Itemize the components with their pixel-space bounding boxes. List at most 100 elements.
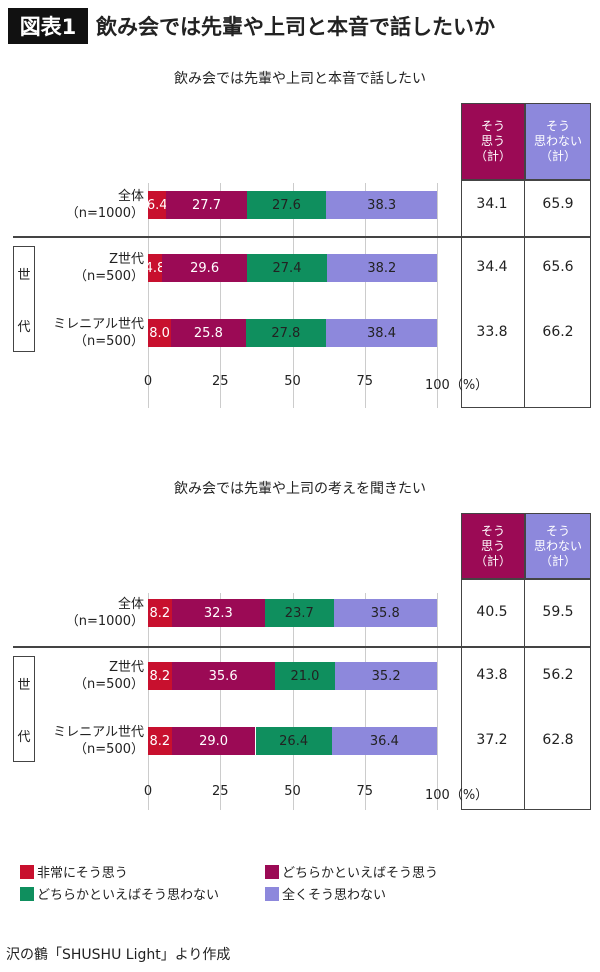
row-label-line: ミレニアル世代	[53, 317, 144, 332]
x-tick-label: 75	[356, 374, 374, 389]
chart-title: 飲み会では先輩や上司の考えを聞きたい	[174, 481, 426, 497]
row-label-line: 全体	[117, 189, 144, 204]
figure-title: 飲み会では先輩や上司と本音で話したいか	[96, 15, 495, 39]
bar-segment: 8.0	[148, 319, 172, 347]
group-label-generation: 世代	[13, 246, 35, 352]
agree-total-value: 34.1	[476, 196, 508, 212]
x-tick-label: 75	[356, 784, 374, 799]
bar-segment: 6.4	[147, 191, 168, 219]
gridline	[148, 593, 149, 810]
legend-label: どちらかといえばそう思う	[282, 866, 439, 881]
bar-segment: 27.4	[247, 254, 327, 282]
x-tick-label: 25	[211, 784, 229, 799]
row-label-line: （n=500）	[74, 334, 144, 349]
bar-segment: 38.4	[326, 319, 437, 347]
disagree-total-value: 66.2	[542, 324, 574, 340]
header-disagree-total: そう 思わない （計）	[525, 103, 591, 180]
x-tick-label: 0	[143, 374, 153, 389]
header-line: （計）	[539, 553, 576, 568]
x-tick-label: 50	[284, 784, 301, 799]
group-label-generation: 世代	[13, 656, 35, 762]
row-label-line: （n=500）	[74, 269, 144, 284]
source-note: 沢の鶴「SHUSHU Light」より作成	[6, 947, 231, 963]
header-agree-total: そう 思う （計）	[461, 513, 525, 579]
gridline	[220, 593, 222, 810]
bar-segment: 35.8	[333, 599, 437, 627]
x-tick-label: 0	[143, 784, 153, 799]
group-separator	[13, 646, 591, 648]
row-label: ミレニアル世代 （n=500）	[4, 724, 144, 758]
row-label-line: 全体	[117, 597, 144, 612]
agree-total-value: 40.5	[476, 604, 508, 620]
table-col-disagree	[524, 180, 591, 408]
bar-segment: 36.4	[331, 727, 437, 755]
header-line: （計）	[539, 149, 576, 163]
header-agree-total: そう 思う （計）	[461, 103, 525, 180]
disagree-total-value: 59.5	[542, 604, 574, 620]
gridline	[437, 183, 438, 408]
row-label-line: （n=1000）	[65, 614, 144, 629]
disagree-total-value: 65.9	[542, 196, 574, 212]
bar-segment: 8.2	[148, 727, 172, 755]
legend-swatch	[265, 886, 279, 901]
header-line: そう	[545, 523, 570, 538]
legend-label: 全くそう思わない	[282, 888, 387, 903]
legend-item: 非常にそう思う	[20, 862, 128, 881]
group-label-char: 世	[17, 267, 31, 283]
row-label-line: ミレニアル世代	[53, 725, 144, 740]
gridline	[364, 593, 366, 810]
x-tick-label: 25	[211, 374, 229, 389]
header-line: 思う	[480, 134, 505, 148]
row-label-line: （n=1000）	[65, 206, 144, 221]
bar-segment: 4.8	[145, 254, 165, 282]
bar-segment: 21.0	[274, 662, 336, 690]
group-label-char: 代	[17, 319, 31, 335]
bar-segment: 25.8	[171, 319, 246, 347]
row-label: Z世代 （n=500）	[4, 659, 144, 693]
header-line: 思わない	[533, 134, 582, 148]
agree-total-value: 33.8	[476, 324, 508, 340]
x-tick-label: 100（%）	[425, 788, 489, 803]
bar-segment: 27.7	[166, 191, 247, 219]
x-tick-label: 50	[284, 374, 301, 389]
header-line: 思わない	[533, 538, 582, 553]
agree-total-value: 43.8	[476, 667, 508, 683]
agree-total-value: 34.4	[476, 259, 508, 275]
gridline	[292, 183, 294, 408]
disagree-total-value: 56.2	[542, 667, 574, 683]
figure-badge: 図表1	[8, 8, 88, 44]
gridline	[292, 593, 294, 810]
bar-segment: 32.3	[171, 599, 266, 627]
group-label-char: 世	[17, 677, 31, 693]
agree-total-value: 37.2	[476, 732, 508, 748]
header-line: （計）	[474, 149, 511, 163]
row-label: Z世代 （n=500）	[4, 251, 144, 285]
x-tick-label: 100（%）	[425, 378, 489, 393]
bar-segment: 38.3	[326, 191, 437, 219]
header-line: そう	[545, 119, 570, 133]
bar-segment: 38.2	[326, 254, 437, 282]
legend-swatch	[20, 864, 34, 879]
disagree-total-value: 65.6	[542, 259, 574, 275]
chart-title: 飲み会では先輩や上司と本音で話したい	[174, 71, 426, 87]
legend-swatch	[265, 864, 279, 879]
row-label-line: （n=500）	[74, 742, 144, 757]
gridline	[364, 183, 366, 408]
row-label: 全体 （n=1000）	[4, 188, 144, 222]
group-separator	[13, 236, 591, 238]
row-label-line: Z世代	[109, 252, 144, 267]
bar-segment: 26.4	[255, 727, 332, 755]
bar-segment: 27.6	[246, 191, 327, 219]
bar-segment: 29.6	[161, 254, 248, 282]
disagree-total-value: 62.8	[542, 732, 574, 748]
row-label: ミレニアル世代 （n=500）	[4, 316, 144, 350]
bar-segment: 35.2	[335, 662, 437, 690]
row-label: 全体 （n=1000）	[4, 596, 144, 630]
header-line: （計）	[474, 553, 511, 568]
legend-label: 非常にそう思う	[37, 866, 128, 881]
bar-segment: 29.0	[171, 727, 256, 755]
gridline	[437, 593, 438, 810]
bar-segment: 35.6	[171, 662, 275, 690]
group-label-char: 代	[17, 729, 31, 745]
row-label-line: Z世代	[109, 660, 144, 675]
